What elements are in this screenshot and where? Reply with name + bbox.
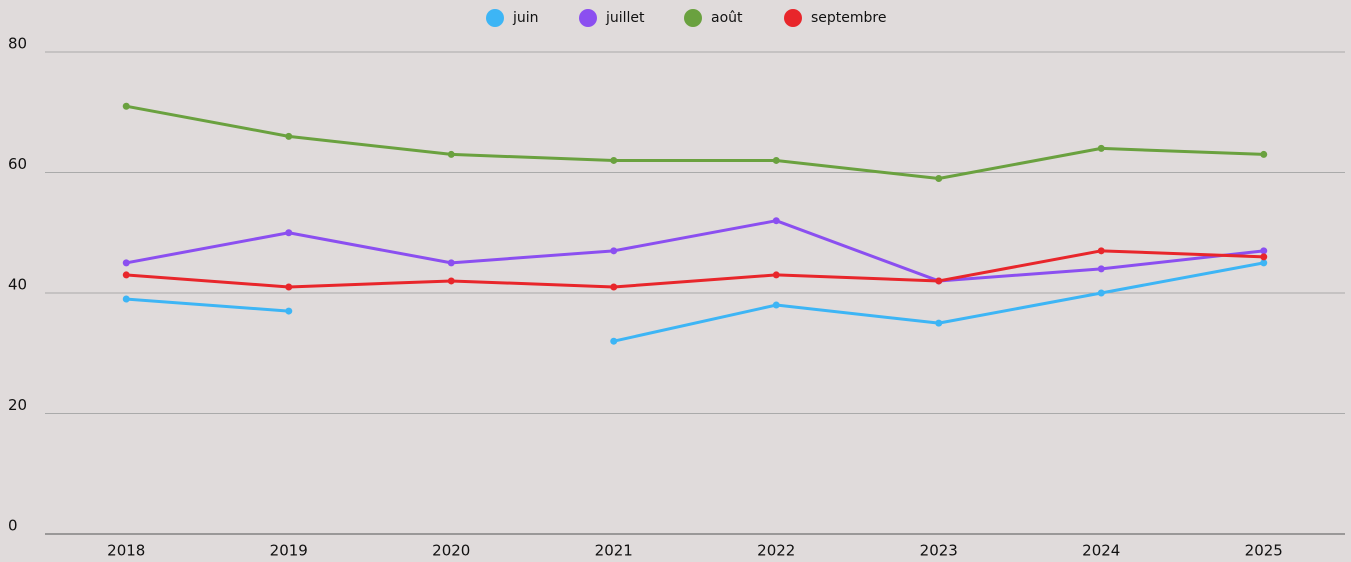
data-point bbox=[1097, 265, 1105, 273]
data-point bbox=[122, 102, 130, 110]
series-line bbox=[126, 249, 1264, 289]
legend-marker bbox=[486, 9, 504, 27]
y-tick-label: 20 bbox=[8, 396, 27, 414]
legend-label: juillet bbox=[605, 10, 645, 26]
data-point bbox=[285, 229, 293, 237]
data-point bbox=[935, 175, 943, 183]
y-tick-label: 60 bbox=[8, 155, 27, 173]
series-line bbox=[125, 104, 1264, 181]
data-point bbox=[122, 259, 130, 267]
data-point bbox=[1260, 247, 1268, 255]
data-point bbox=[1260, 253, 1268, 261]
series-line bbox=[126, 297, 289, 313]
data-point bbox=[772, 271, 780, 279]
y-tick-label: 40 bbox=[8, 276, 27, 294]
data-point bbox=[772, 301, 780, 309]
x-tick-label: 2018 bbox=[107, 542, 145, 560]
x-tick-label: 2023 bbox=[920, 542, 958, 560]
data-point bbox=[122, 271, 130, 279]
legend-marker bbox=[784, 9, 802, 27]
data-point bbox=[285, 132, 293, 140]
legend-label: août bbox=[711, 10, 743, 26]
data-point bbox=[1260, 259, 1268, 267]
series-line bbox=[125, 219, 1264, 283]
data-point bbox=[610, 156, 618, 164]
data-point bbox=[935, 277, 943, 285]
data-point bbox=[1260, 150, 1268, 158]
data-point bbox=[1097, 247, 1105, 255]
data-point bbox=[772, 217, 780, 225]
legend-label: juin bbox=[512, 10, 539, 26]
x-tick-label: 2022 bbox=[757, 542, 795, 560]
legend-marker bbox=[579, 9, 597, 27]
data-point bbox=[610, 337, 618, 345]
series-line bbox=[613, 261, 1265, 343]
data-point bbox=[447, 277, 455, 285]
data-point bbox=[1097, 144, 1105, 152]
data-point bbox=[935, 319, 943, 327]
data-point bbox=[1097, 289, 1105, 297]
x-tick-label: 2020 bbox=[432, 542, 470, 560]
data-point bbox=[285, 307, 293, 315]
x-tick-label: 2025 bbox=[1245, 542, 1283, 560]
data-point bbox=[610, 247, 618, 255]
data-point bbox=[447, 259, 455, 267]
x-tick-label: 2024 bbox=[1082, 542, 1120, 560]
data-point bbox=[610, 283, 618, 291]
x-tick-label: 2019 bbox=[270, 542, 308, 560]
legend-label: septembre bbox=[811, 10, 886, 26]
data-point bbox=[447, 150, 455, 158]
x-tick-label: 2021 bbox=[595, 542, 633, 560]
data-point bbox=[122, 295, 130, 303]
legend-marker bbox=[684, 9, 702, 27]
data-point bbox=[285, 283, 293, 291]
y-tick-label: 80 bbox=[8, 35, 27, 53]
data-point bbox=[772, 156, 780, 164]
y-tick-label: 0 bbox=[8, 517, 18, 535]
